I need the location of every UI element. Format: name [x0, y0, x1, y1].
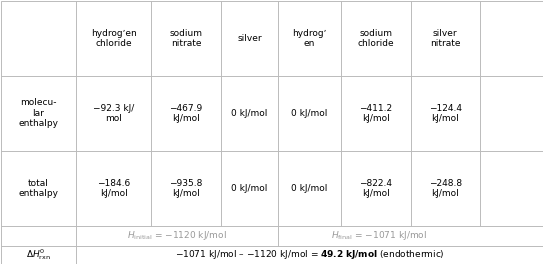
Text: 0 kJ/mol: 0 kJ/mol — [292, 184, 328, 193]
Text: −184.6
kJ/mol: −184.6 kJ/mol — [97, 179, 131, 198]
Text: hydrogʼ
en: hydrogʼ en — [293, 29, 327, 48]
Text: molecu-
lar
enthalpy: molecu- lar enthalpy — [18, 98, 58, 128]
Text: 0 kJ/mol: 0 kJ/mol — [292, 109, 328, 118]
Text: −822.4
kJ/mol: −822.4 kJ/mol — [360, 179, 393, 198]
Text: −248.8
kJ/mol: −248.8 kJ/mol — [429, 179, 462, 198]
Text: silver
nitrate: silver nitrate — [430, 29, 461, 48]
Text: 0 kJ/mol: 0 kJ/mol — [231, 109, 268, 118]
Text: 0 kJ/mol: 0 kJ/mol — [231, 184, 268, 193]
Text: sodium
nitrate: sodium nitrate — [170, 29, 202, 48]
Text: total
enthalpy: total enthalpy — [18, 179, 58, 198]
Text: $\Delta H^{0}_{\mathrm{rxn}}$: $\Delta H^{0}_{\mathrm{rxn}}$ — [26, 247, 51, 262]
Text: $\mathit{H}_{\mathrm{final}}$ = −1071 kJ/mol: $\mathit{H}_{\mathrm{final}}$ = −1071 kJ… — [331, 229, 427, 242]
Text: −467.9
kJ/mol: −467.9 kJ/mol — [170, 104, 203, 123]
Text: −92.3 kJ/
mol: −92.3 kJ/ mol — [93, 104, 134, 123]
Text: −935.8
kJ/mol: −935.8 kJ/mol — [169, 179, 203, 198]
Text: sodium
chloride: sodium chloride — [358, 29, 394, 48]
Text: $\mathit{H}_{\mathrm{initial}}$ = −1120 kJ/mol: $\mathit{H}_{\mathrm{initial}}$ = −1120 … — [127, 229, 227, 242]
Text: −124.4
kJ/mol: −124.4 kJ/mol — [429, 104, 462, 123]
Text: hydrogʼen
chloride: hydrogʼen chloride — [91, 29, 137, 48]
Text: −411.2
kJ/mol: −411.2 kJ/mol — [360, 104, 393, 123]
Text: silver: silver — [237, 34, 262, 43]
Text: −1071 kJ/mol – −1120 kJ/mol = $\bf{49.2\ kJ/mol}$ (endothermic): −1071 kJ/mol – −1120 kJ/mol = $\bf{49.2\… — [175, 248, 444, 261]
